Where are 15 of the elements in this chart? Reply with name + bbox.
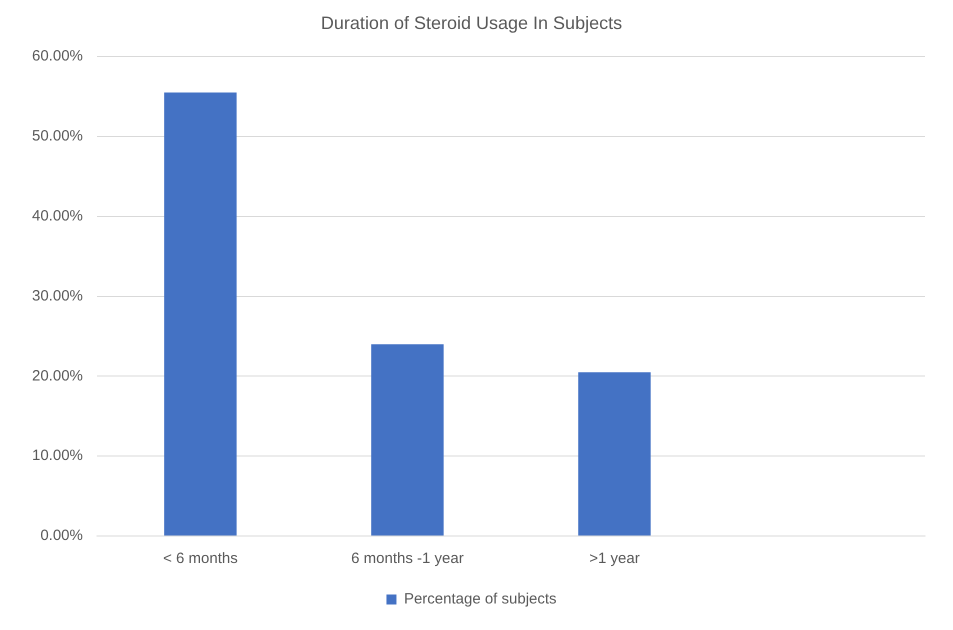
y-tick-label: 20.00% <box>32 367 83 384</box>
y-tick-label: 40.00% <box>32 208 83 225</box>
y-tick-label: 10.00% <box>32 447 83 464</box>
x-tick-label: >1 year <box>589 550 640 568</box>
chart-title: Duration of Steroid Usage In Subjects <box>320 12 622 33</box>
bar <box>578 372 651 536</box>
x-tick-label: 6 months -1 year <box>351 550 464 568</box>
y-tick-label: 60.00% <box>32 48 83 65</box>
y-tick-label: 0.00% <box>40 527 83 544</box>
bar <box>164 92 237 536</box>
legend-label: Percentage of subjects <box>404 590 557 608</box>
x-tick-label: < 6 months <box>163 550 238 568</box>
y-tick-label: 50.00% <box>32 128 83 145</box>
y-tick-label: 30.00% <box>32 287 83 304</box>
bar <box>371 344 444 536</box>
